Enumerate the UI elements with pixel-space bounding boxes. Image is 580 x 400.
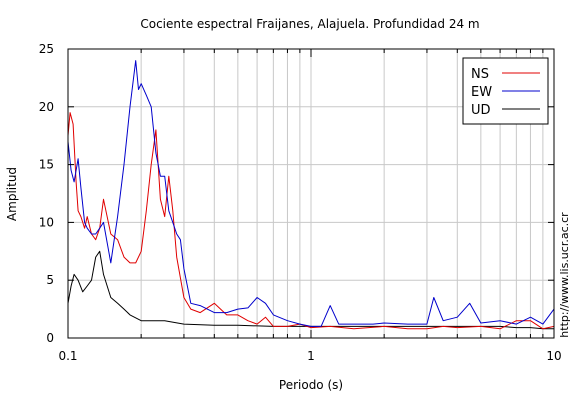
series-layer — [67, 60, 555, 330]
grid — [68, 49, 554, 338]
y-tick-label: 0 — [46, 331, 54, 345]
x-tick-label: 10 — [546, 349, 561, 363]
legend: NS EW UD — [462, 57, 549, 125]
legend-label-ud: UD — [471, 103, 491, 118]
y-tick-label: 20 — [39, 100, 54, 114]
y-tick-label: 10 — [39, 215, 54, 229]
x-tick-label: 1 — [307, 349, 315, 363]
series-line-ns — [67, 112, 555, 330]
x-tick-label: 0.1 — [58, 349, 77, 363]
y-tick-label: 25 — [39, 42, 54, 56]
y-tick-label: 5 — [46, 273, 54, 287]
side-url-text: http://www.lis.ucr.ac.cr — [558, 212, 571, 338]
legend-label-ew: EW — [471, 85, 492, 100]
legend-label-ns: NS — [471, 67, 489, 82]
y-axis-label: Amplitud — [5, 167, 19, 221]
y-tick-label: 15 — [39, 158, 54, 172]
axes: 0 5 10 15 20 25 0.1 1 10 — [39, 42, 562, 363]
series-line-ew — [67, 60, 555, 327]
chart-title: Cociente espectral Fraijanes, Alajuela. … — [140, 17, 479, 31]
x-axis-label: Periodo (s) — [279, 378, 343, 392]
